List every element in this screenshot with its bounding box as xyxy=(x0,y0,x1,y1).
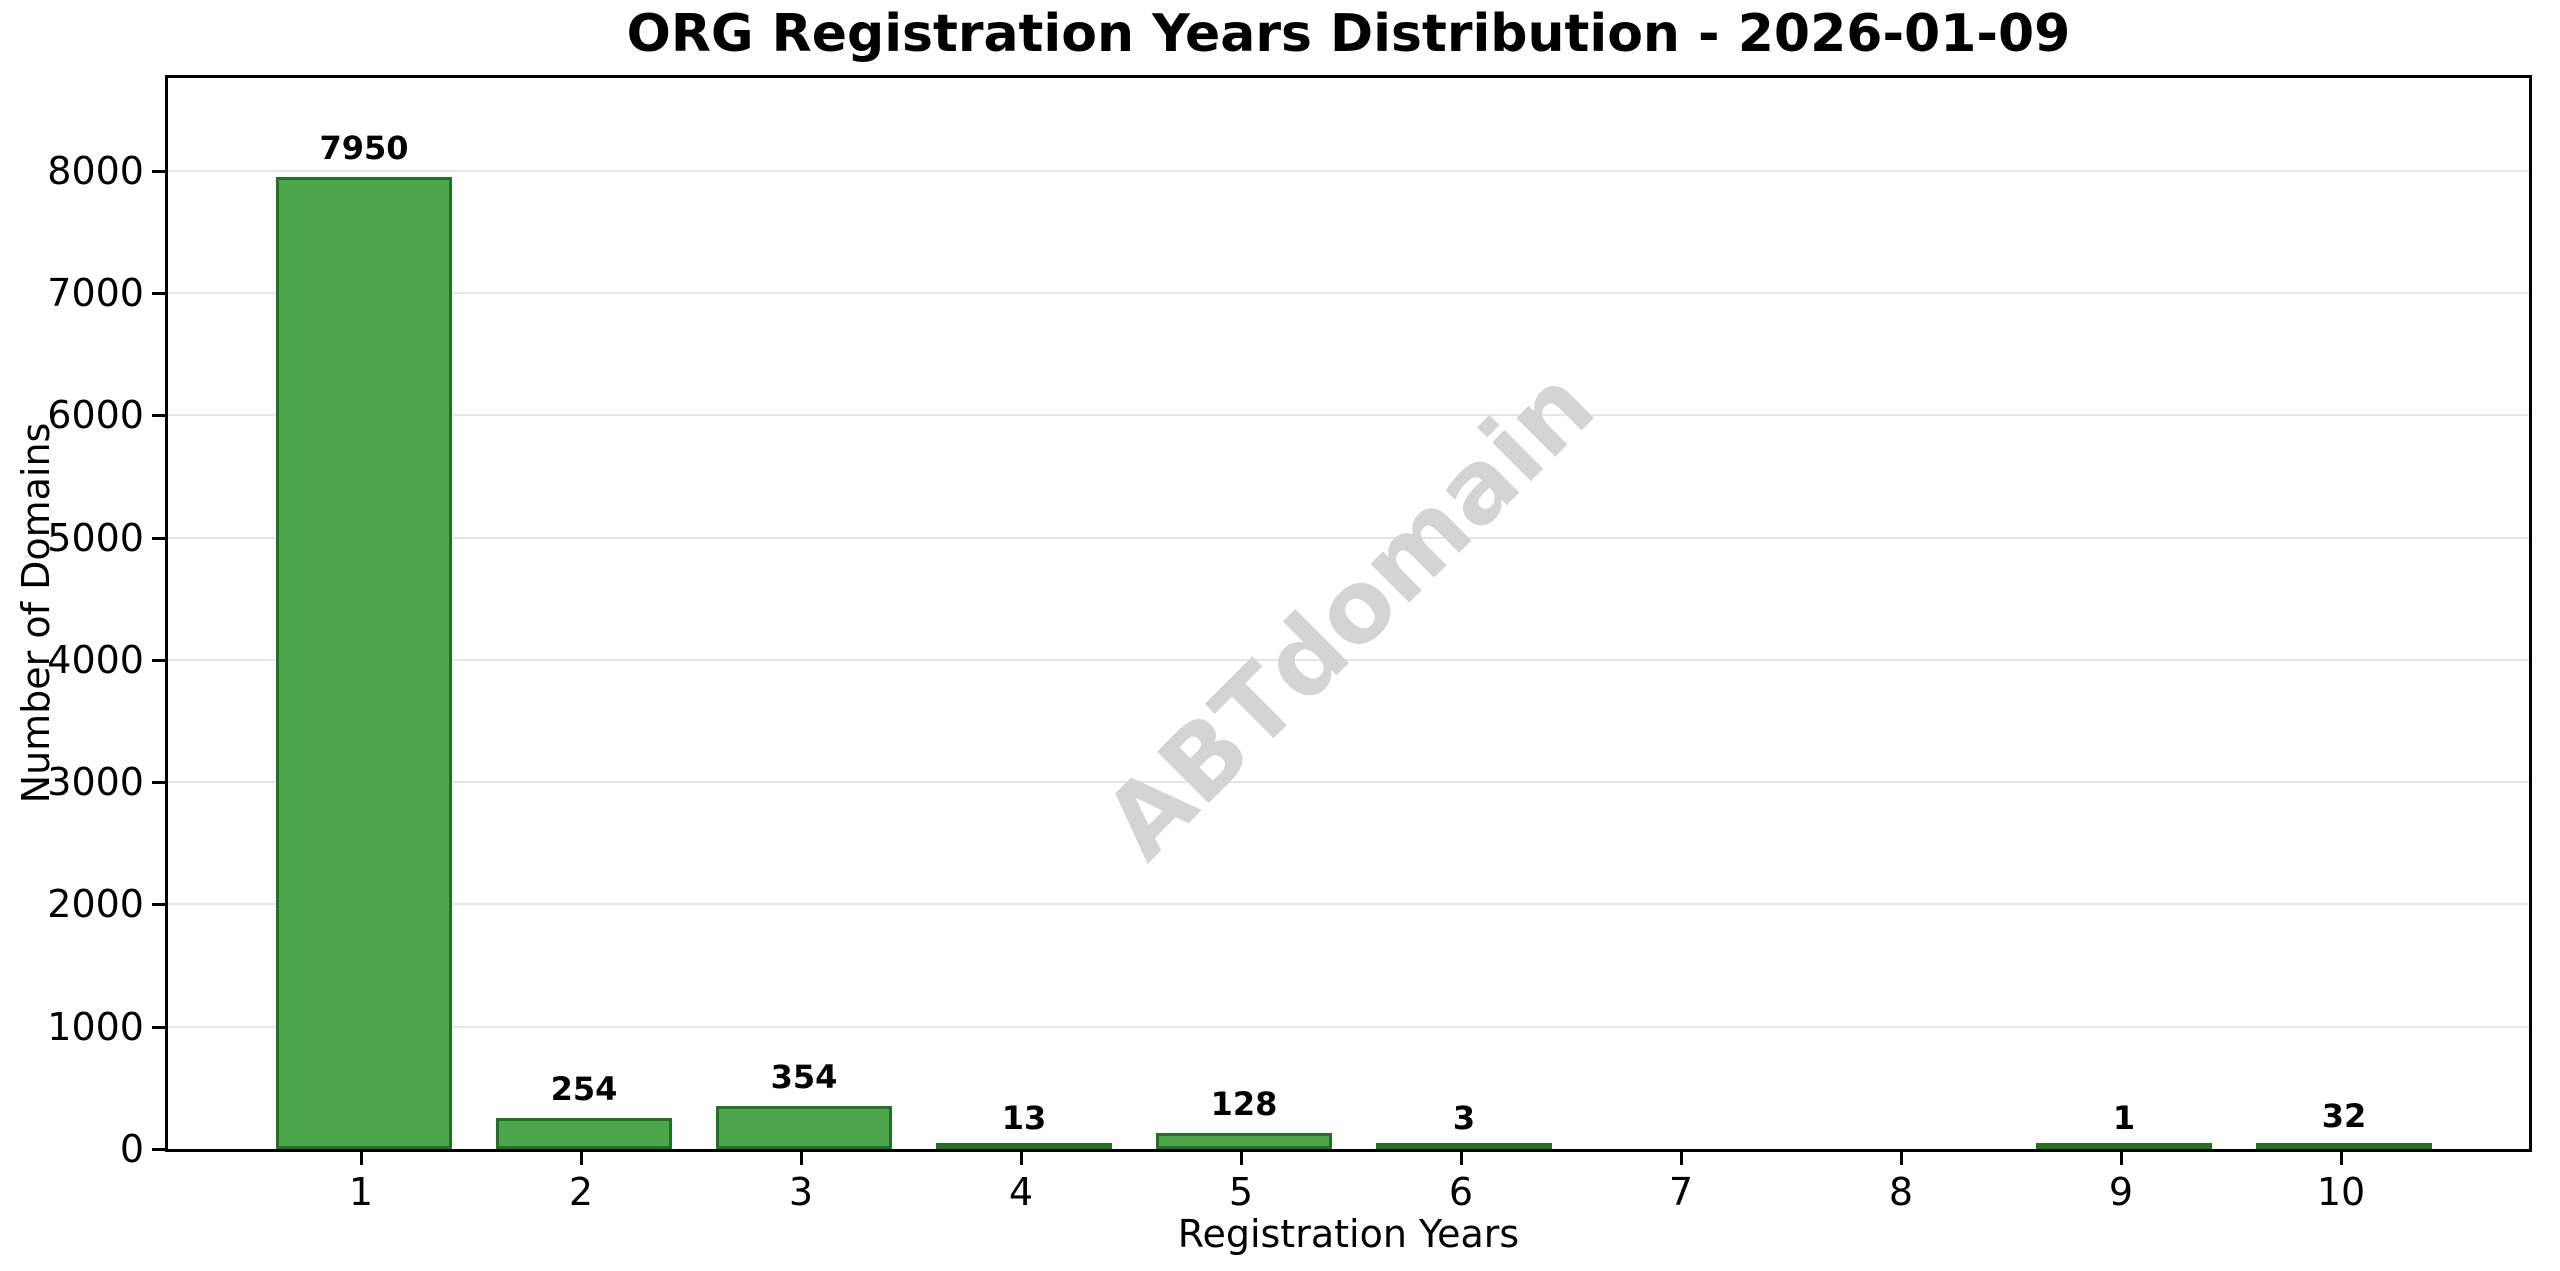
x-tick-mark xyxy=(580,1152,583,1165)
gridline-y-6000 xyxy=(168,414,2529,417)
x-tick-mark xyxy=(1680,1152,1683,1165)
bar-value-label: 1 xyxy=(2112,1099,2136,1137)
x-axis-label: Registration Years xyxy=(1177,1212,1520,1256)
bar-year-4 xyxy=(936,1143,1112,1149)
plot-area: ABTdomain 7950 254 354 13 128 3 1 32 xyxy=(165,75,2532,1152)
watermark-text: ABTdomain xyxy=(1081,346,1616,881)
x-tick-label-10: 10 xyxy=(2316,1170,2366,1214)
y-tick-label: 3000 xyxy=(47,760,144,805)
y-tick-mark xyxy=(152,1148,165,1151)
x-tick-label-6: 6 xyxy=(1448,1170,1474,1214)
x-tick-label-3: 3 xyxy=(788,1170,814,1214)
y-tick-mark xyxy=(152,536,165,540)
x-tick-mark xyxy=(2120,1152,2123,1165)
bar-year-1 xyxy=(276,177,452,1149)
y-tick-mark xyxy=(152,414,165,418)
bar-value-label: 128 xyxy=(1210,1085,1278,1124)
gridline-y-3000 xyxy=(168,781,2529,784)
bar-year-6 xyxy=(1376,1143,1552,1149)
x-tick-mark xyxy=(1460,1152,1463,1165)
bar-year-10 xyxy=(2256,1143,2432,1149)
gridline-y-1000 xyxy=(168,1025,2529,1028)
bar-value-label: 13 xyxy=(1001,1099,1047,1137)
y-tick-label: 6000 xyxy=(47,393,144,438)
gridline-y-5000 xyxy=(168,536,2529,539)
x-tick-mark xyxy=(360,1152,363,1165)
x-tick-label-2: 2 xyxy=(568,1170,594,1214)
y-tick-label: 7000 xyxy=(47,271,144,316)
gridline-y-2000 xyxy=(168,903,2529,906)
y-tick-mark xyxy=(152,658,165,662)
bar-value-label: 32 xyxy=(2321,1097,2367,1136)
bar-year-5 xyxy=(1156,1133,1332,1149)
bar-value-label: 354 xyxy=(770,1057,838,1096)
y-tick-mark xyxy=(152,292,165,296)
x-tick-mark xyxy=(1020,1152,1023,1165)
bar-year-3 xyxy=(716,1105,892,1149)
y-tick-label: 2000 xyxy=(47,882,144,927)
bar-value-label: 7950 xyxy=(319,129,409,168)
bar-value-label: 3 xyxy=(1452,1099,1476,1137)
bar-year-9 xyxy=(2036,1143,2212,1149)
y-tick-mark xyxy=(152,781,165,785)
y-tick-mark xyxy=(152,1025,165,1029)
bar-value-label: 254 xyxy=(550,1069,618,1108)
x-tick-mark xyxy=(1900,1152,1903,1165)
x-tick-mark xyxy=(800,1152,803,1165)
chart-title: ORG Registration Years Distribution - 20… xyxy=(626,4,2071,64)
x-tick-label-5: 5 xyxy=(1228,1170,1254,1214)
x-tick-mark xyxy=(2340,1152,2343,1165)
x-tick-label-4: 4 xyxy=(1008,1170,1034,1214)
x-tick-label-7: 7 xyxy=(1668,1170,1694,1214)
x-tick-label-8: 8 xyxy=(1888,1170,1914,1214)
gridline-y-8000 xyxy=(168,169,2529,172)
x-tick-mark xyxy=(1240,1152,1243,1165)
x-tick-label-1: 1 xyxy=(348,1170,374,1214)
y-tick-label: 8000 xyxy=(47,148,144,193)
y-tick-label: 0 xyxy=(119,1127,144,1171)
y-tick-label: 4000 xyxy=(47,637,144,682)
gridline-y-7000 xyxy=(168,292,2529,295)
bar-year-2 xyxy=(496,1117,672,1149)
gridline-y-4000 xyxy=(168,658,2529,661)
y-tick-mark xyxy=(152,169,165,173)
y-tick-label: 5000 xyxy=(47,515,144,560)
x-tick-label-9: 9 xyxy=(2108,1170,2134,1214)
y-tick-mark xyxy=(152,903,165,907)
y-axis-label: Number of Domains xyxy=(14,422,58,804)
y-tick-label: 1000 xyxy=(47,1004,144,1049)
